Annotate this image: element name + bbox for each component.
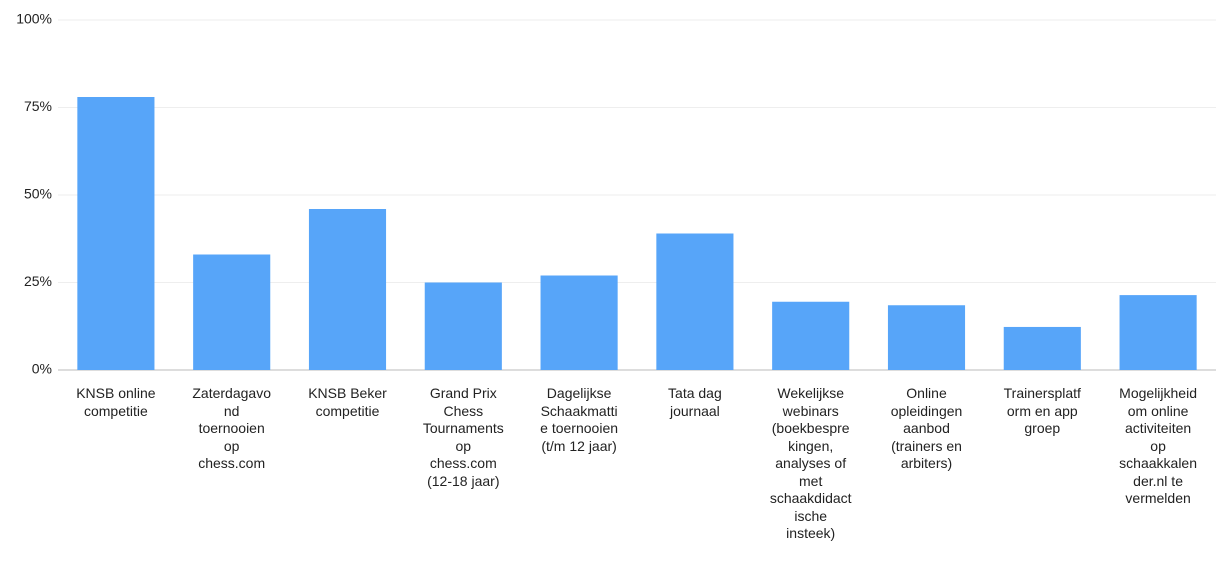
x-tick-label: Zaterdagavond toernooien op chess.com [192, 385, 271, 471]
y-tick-label: 100% [16, 11, 52, 27]
x-tick-label: Dagelijkse Schaakmattie toernooien (t/m … [540, 385, 619, 454]
y-tick-label: 75% [24, 98, 52, 114]
bar [424, 282, 502, 370]
bar [1119, 295, 1197, 370]
x-tick-label: Trainersplatform en app groep [1003, 385, 1081, 436]
x-tick-label: KNSB Beker competitie [308, 385, 387, 419]
x-tick-label: KNSB online competitie [76, 385, 156, 419]
bar [1003, 326, 1081, 370]
x-tick-label: Grand Prix Chess Tournaments op chess.co… [422, 385, 504, 489]
bar [656, 233, 734, 370]
y-tick-label: 25% [24, 273, 52, 289]
bar [308, 209, 387, 370]
y-tick-label: 50% [24, 186, 52, 202]
bar [540, 275, 618, 370]
y-tick-label: 0% [32, 361, 52, 377]
bar [193, 254, 271, 370]
x-tick-label: Mogelijkheid om online activiteiten op s… [1119, 385, 1197, 506]
x-tick-label: Online opleidingen aanbod (trainers en a… [890, 385, 963, 471]
x-tick-label: Tata dag journaal [668, 385, 722, 419]
x-tick-label: Wekelijkse webinars (boekbesprekingen, a… [769, 385, 852, 541]
bar [772, 301, 850, 370]
bar [887, 305, 966, 370]
bar [77, 97, 155, 370]
